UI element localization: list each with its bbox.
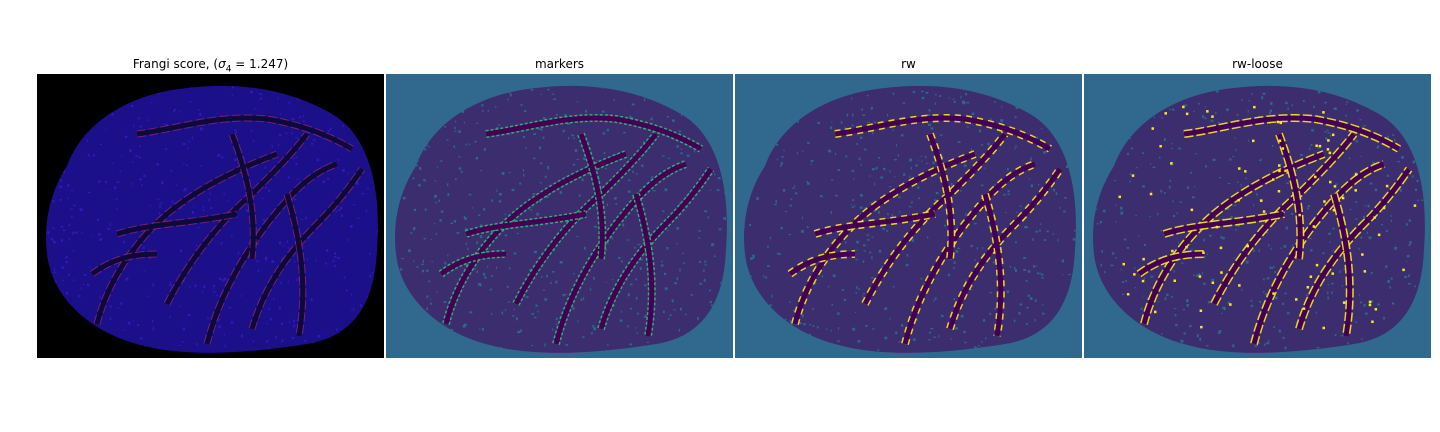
rw-loose-image bbox=[1084, 74, 1431, 358]
markers-image bbox=[386, 74, 733, 358]
sigma-symbol: σ bbox=[218, 57, 226, 71]
panel-markers: markers bbox=[386, 55, 733, 358]
panel-rw-loose: rw-loose bbox=[1084, 55, 1431, 358]
frangi-score-image bbox=[37, 74, 384, 358]
sigma-subscript: 4 bbox=[225, 64, 232, 75]
title-prefix: Frangi score, ( bbox=[132, 57, 219, 71]
panel-title-markers: markers bbox=[534, 57, 585, 71]
panel-rw: rw bbox=[735, 55, 1082, 358]
panel-title-rw: rw bbox=[901, 57, 916, 71]
panel-frangi: Frangi score, (σ4 = 1.247) bbox=[37, 55, 384, 358]
panel-title-frangi: Frangi score, (σ4 = 1.247) bbox=[37, 55, 384, 75]
panel-title-rw-loose: rw-loose bbox=[1232, 57, 1283, 71]
rw-image bbox=[735, 74, 1082, 358]
title-suffix: = 1.247) bbox=[231, 57, 289, 71]
